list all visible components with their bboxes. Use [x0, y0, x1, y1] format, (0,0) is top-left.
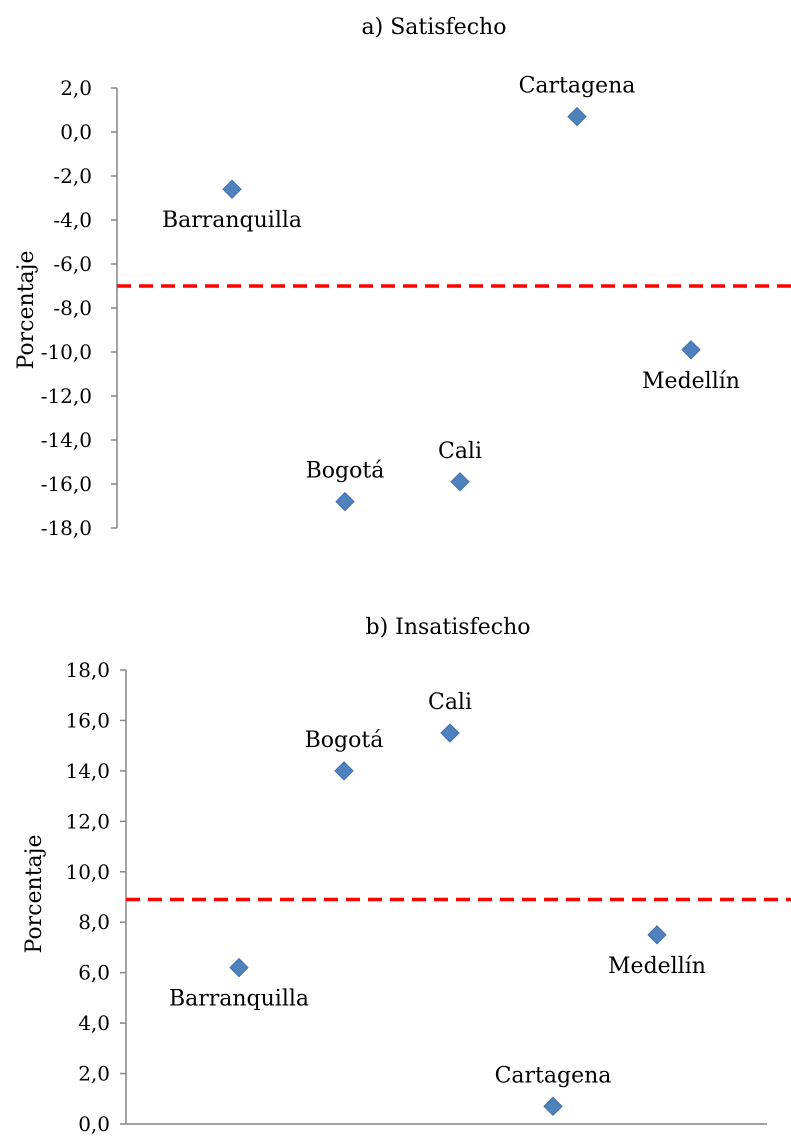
- data-point-label: Barranquilla: [169, 987, 309, 1012]
- y-axis-ticks: [120, 669, 126, 1125]
- y-tick-label: 0,0: [78, 1112, 110, 1136]
- data-point-marker: [450, 472, 470, 492]
- data-point-marker: [543, 1096, 563, 1117]
- y-tick-label: 18,0: [65, 658, 110, 682]
- data-point-label: Bogotá: [305, 728, 384, 753]
- data-point-marker: [647, 925, 667, 945]
- y-tick-label: -10,0: [41, 340, 92, 364]
- data-point-marker: [222, 179, 242, 199]
- y-tick-label: -8,0: [53, 296, 92, 320]
- y-tick-label: -4,0: [53, 208, 92, 232]
- data-point-label: Medellín: [608, 954, 706, 979]
- y-tick-label: 8,0: [78, 910, 110, 934]
- y-tick-label: -14,0: [41, 428, 92, 452]
- data-point-label: Cartagena: [495, 1063, 612, 1088]
- y-tick-label: 4,0: [78, 1011, 110, 1035]
- data-point-label: Medellín: [642, 369, 740, 394]
- y-axis-ticks: [111, 87, 117, 529]
- point-labels: Barranquilla Bogotá Cali Cartagena Medellín: [162, 74, 740, 484]
- data-point-marker: [567, 106, 587, 127]
- data-point-marker: [681, 340, 701, 360]
- data-point-marker: [334, 761, 354, 781]
- data-point-label: Bogotá: [306, 459, 385, 484]
- data-point-label: Barranquilla: [162, 208, 302, 233]
- data-points: [222, 106, 701, 512]
- data-points: [229, 723, 667, 1117]
- point-labels: Barranquilla Bogotá Cali Cartagena Medellín: [169, 690, 706, 1088]
- chart-satisfecho: a) Satisfecho Porcentaje 2,0 0,0 -2,0 -4,0 -…: [14, 15, 791, 540]
- data-point-label: Cartagena: [519, 74, 636, 99]
- y-tick-label: 16,0: [65, 708, 110, 732]
- y-tick-label: 6,0: [78, 961, 110, 985]
- y-tick-label: -6,0: [53, 252, 92, 276]
- y-tick-label: 14,0: [65, 759, 110, 783]
- y-tick-label: 2,0: [60, 76, 92, 100]
- y-axis-tick-labels: 18,0 16,0 14,0 12,0 10,0 8,0 6,0 4,0 2,0 0,0: [65, 658, 110, 1136]
- data-point-label: Cali: [438, 439, 482, 464]
- y-tick-label: -2,0: [53, 164, 92, 188]
- data-point-marker: [229, 957, 249, 978]
- y-tick-label: 10,0: [65, 860, 110, 884]
- y-tick-label: 12,0: [65, 809, 110, 833]
- y-axis-tick-labels: 2,0 0,0 -2,0 -4,0 -6,0 -8,0 -10,0 -12,0 -14,0 -16…: [41, 76, 92, 540]
- y-tick-label: -12,0: [41, 384, 92, 408]
- data-point-label: Cali: [428, 690, 472, 715]
- y-tick-label: 2,0: [78, 1062, 110, 1086]
- y-tick-label: -16,0: [41, 472, 92, 496]
- data-point-marker: [335, 491, 355, 512]
- y-tick-label: 0,0: [60, 120, 92, 144]
- data-point-marker: [440, 723, 460, 743]
- y-axis-label: Porcentaje: [22, 835, 47, 954]
- chart-title: a) Satisfecho: [362, 15, 507, 40]
- chart-insatisfecho: b) Insatisfecho Porcentaje 18,016,014,01…: [22, 615, 791, 1136]
- y-axis-label: Porcentaje: [14, 251, 39, 370]
- chart-title: b) Insatisfecho: [366, 615, 531, 640]
- y-tick-label: -18,0: [41, 516, 92, 540]
